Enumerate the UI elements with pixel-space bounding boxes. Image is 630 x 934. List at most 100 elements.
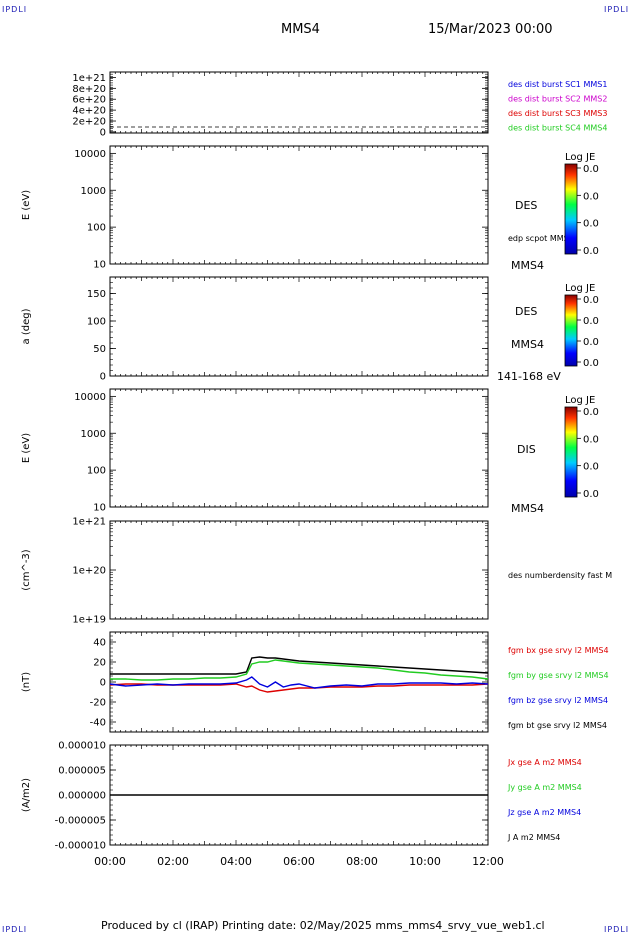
legend-entry-p6: fgm bz gse srvy l2 MMS4 [508, 696, 608, 705]
corner-mark-br: IPDLI [604, 925, 630, 934]
panel-frame-p5 [109, 520, 489, 620]
x-tick-label: 02:00 [157, 855, 189, 868]
y-tick-label: -0.000005 [55, 816, 106, 827]
colorbar-p4 [564, 406, 578, 498]
x-tick-label: 10:00 [409, 855, 441, 868]
footer-credits: Produced by cl (IRAP) Printing date: 02/… [101, 919, 545, 932]
legend-entry-p6: fgm bt gse srvy l2 MMS4 [508, 721, 607, 730]
colorbar-tick-label: 0.0 [583, 316, 599, 327]
panel-frame-p1 [109, 71, 489, 134]
colorbar-tick-label: 0.0 [583, 462, 599, 473]
x-tick-label: 12:00 [472, 855, 504, 868]
legend-entry-p1: des dist burst SC3 MMS3 [508, 109, 607, 118]
spacecraft-title: MMS4 [281, 22, 320, 37]
series-line-bt [110, 656, 489, 675]
y-tick-label: 1e+19 [72, 615, 106, 626]
y-tick-label: 1e+21 [72, 73, 106, 84]
colorbar-tick-label: 0.0 [583, 337, 599, 348]
colorbar-tick-label: 0.0 [583, 164, 599, 175]
y-tick-label: 6e+20 [72, 95, 106, 106]
colorbar-p2 [564, 163, 578, 255]
y-tick-label: 1000 [81, 429, 106, 440]
y-tick-label: 40 [93, 638, 106, 649]
y-tick-label: 10000 [74, 392, 106, 403]
colorbar-p3 [564, 294, 578, 367]
colorbar-label: Log JE [565, 283, 595, 294]
legend-entry-p7: Jz gse A m2 MMS4 [507, 808, 581, 817]
x-tick-label: 08:00 [346, 855, 378, 868]
y-tick-label: 1e+21 [72, 517, 106, 528]
legend-entry-p1: des dist burst SC2 MMS2 [508, 95, 607, 104]
series-line-bz [109, 676, 489, 689]
edp-scpot-label: edp scpot MMS4 [508, 234, 574, 243]
y-tick-label: 0.000000 [58, 791, 106, 802]
panel-frame-p4 [109, 388, 489, 508]
y-tick-label: 10000 [74, 149, 106, 160]
y-tick-label: 150 [87, 289, 106, 300]
colorbar-tick-label: 0.0 [583, 191, 599, 202]
legend-entry-p1: des dist burst SC1 MMS1 [508, 80, 607, 89]
panel-frame-p3 [109, 276, 489, 377]
y-tick-label: 100 [87, 466, 106, 477]
colorbar-label: Log JE [565, 395, 595, 406]
y-tick-label: 8e+20 [72, 84, 106, 95]
y-tick-label: 1e+20 [72, 566, 106, 577]
legend-entry-p7: J A m2 MMS4 [507, 833, 560, 842]
panel-frame-p6 [109, 631, 489, 733]
y-tick-label: 10 [93, 503, 106, 514]
x-tick-label: 06:00 [283, 855, 315, 868]
x-tick-label: 00:00 [94, 855, 126, 868]
y-tick-label: 0 [100, 678, 106, 689]
y-tick-label: 1000 [81, 186, 106, 197]
colorbar-tick-label: 0.0 [583, 358, 599, 369]
y-axis-label: (nT) [21, 672, 32, 692]
colorbar-tick-label: 0.0 [583, 219, 599, 230]
date-title: 15/Mar/2023 00:00 [428, 22, 553, 37]
spacecraft-label: MMS4 [511, 259, 544, 272]
y-tick-label: -0.000010 [55, 841, 106, 852]
spacecraft-label: MMS4 [511, 502, 544, 515]
colorbar-tick-label: 0.0 [583, 434, 599, 445]
y-tick-label: 20 [93, 658, 106, 669]
series-line-by [110, 659, 489, 681]
legend-entry-p7: Jx gse A m2 MMS4 [507, 758, 582, 767]
energy-range-label: 141-168 eV [497, 370, 561, 383]
legend-entry-p6: fgm bx gse srvy l2 MMS4 [508, 646, 609, 655]
y-axis-label: E (eV) [21, 433, 32, 463]
panel-frame-p2 [109, 145, 489, 265]
y-tick-label: 0.000005 [58, 766, 106, 777]
colorbar-label: Log JE [565, 152, 595, 163]
y-axis-label: (cm^-3) [21, 549, 32, 590]
colorbar-tick-label: 0.0 [583, 489, 599, 500]
legend-entry-p1: des dist burst SC4 MMS4 [508, 124, 607, 133]
y-axis-label: a (deg) [21, 308, 32, 344]
y-tick-label: 100 [87, 223, 106, 234]
colorbar-tick-label: 0.0 [583, 407, 599, 418]
y-tick-label: 100 [87, 317, 106, 328]
legend-entry-p6: fgm by gse srvy l2 MMS4 [508, 671, 609, 680]
spacecraft-label: MMS4 [511, 338, 544, 351]
y-axis-label: E (eV) [21, 190, 32, 220]
y-tick-label: 50 [93, 344, 106, 355]
panel-label-des: DES [515, 199, 537, 212]
y-tick-label: 0 [100, 372, 106, 383]
y-tick-label: 0.000010 [58, 741, 106, 752]
y-tick-label: 4e+20 [72, 106, 106, 117]
corner-mark-tr: IPDLI [604, 5, 630, 14]
y-tick-label: -40 [90, 718, 106, 729]
colorbar-tick-label: 0.0 [583, 295, 599, 306]
y-tick-label: 0 [100, 127, 106, 138]
y-tick-label: 2e+20 [72, 117, 106, 128]
corner-mark-bl: IPDLI [2, 925, 28, 934]
panel-label-des: DES [515, 305, 537, 318]
y-axis-label: (A/m2) [21, 778, 32, 812]
colorbar-tick-label: 0.0 [583, 246, 599, 257]
y-tick-label: -20 [90, 698, 106, 709]
legend-entry-p7: Jy gse A m2 MMS4 [507, 783, 582, 792]
numberdensity-label: des numberdensity fast M [508, 571, 612, 580]
corner-mark-tl: IPDLI [2, 5, 28, 14]
y-tick-label: 10 [93, 260, 106, 271]
panel-label-dis: DIS [517, 443, 536, 456]
x-tick-label: 04:00 [220, 855, 252, 868]
